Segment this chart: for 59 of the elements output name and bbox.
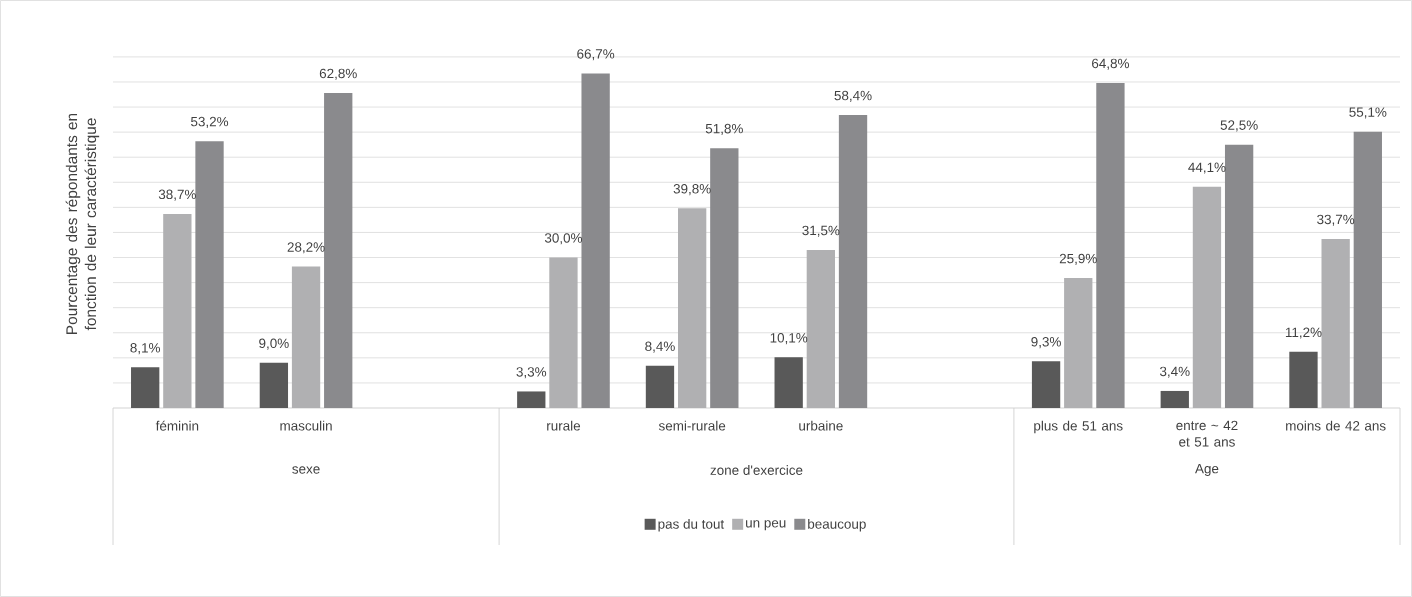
x-tick-label: semi-rurale — [658, 420, 726, 431]
legend-label: un peu — [746, 520, 786, 531]
bar — [677, 208, 707, 408]
legend-label: beaucoup — [808, 518, 866, 532]
bar — [517, 391, 546, 408]
bar — [581, 73, 610, 408]
x-tick-label: moins de 42 ans — [1286, 420, 1386, 431]
data-label: 66,7% — [577, 49, 615, 61]
data-label: 62,8% — [319, 68, 357, 80]
data-label: 55,1% — [1349, 107, 1387, 119]
text: Age — [1195, 463, 1219, 477]
bar — [838, 115, 868, 408]
data-label: 25,9% — [1059, 253, 1097, 265]
bar — [1160, 390, 1189, 408]
data-label: 64,8% — [1092, 58, 1130, 70]
bar — [1064, 278, 1093, 408]
data-label: 3,4% — [1159, 366, 1190, 378]
bar — [195, 141, 224, 408]
data-label: 10,1% — [770, 333, 808, 345]
text: sexe — [292, 466, 320, 474]
x-tick-label: masculin — [280, 420, 332, 431]
data-label: 52,5% — [1220, 120, 1258, 132]
x-tick-label: urbaine — [799, 420, 843, 431]
bar — [806, 250, 836, 408]
data-label: 58,4% — [834, 90, 872, 102]
x-tick-label: féminin — [155, 420, 199, 431]
text: zone d'exercice — [710, 465, 803, 475]
bar — [1289, 351, 1318, 408]
bar — [1096, 82, 1125, 408]
bar — [549, 257, 578, 408]
legend-label: pas du tout — [658, 518, 725, 532]
x-tick-label: plus de 51 ans — [1034, 420, 1123, 434]
data-label: 11,2% — [1285, 327, 1322, 339]
bar — [324, 93, 353, 408]
x-tick-label: entre ~ 42 et 51 ans — [1176, 420, 1238, 447]
data-label: 39,8% — [673, 184, 711, 196]
bar — [774, 357, 803, 408]
data-label: 9,3% — [1031, 337, 1061, 349]
data-label: 38,7% — [158, 189, 196, 201]
data-label: 9,0% — [259, 338, 289, 350]
bar — [291, 266, 321, 408]
bar — [1192, 186, 1222, 408]
data-label: 51,8% — [705, 123, 743, 135]
bar — [1353, 131, 1382, 408]
y-axis-title: Pourcentage des répondants en fonction de leur caractéristique — [65, 113, 100, 334]
bar — [710, 148, 739, 408]
bar — [259, 362, 289, 408]
data-label: 30,0% — [544, 233, 583, 245]
bar — [645, 365, 675, 408]
x-tick-label: rurale — [547, 420, 581, 431]
bar — [1031, 361, 1061, 408]
bar — [1224, 144, 1254, 408]
data-label: 53,2% — [190, 116, 229, 128]
data-label: 3,3% — [516, 367, 547, 379]
data-label: 8,1% — [130, 343, 161, 355]
bar — [163, 213, 192, 408]
data-label: 8,4% — [645, 341, 675, 353]
bar — [1321, 238, 1350, 408]
bar — [131, 367, 160, 408]
